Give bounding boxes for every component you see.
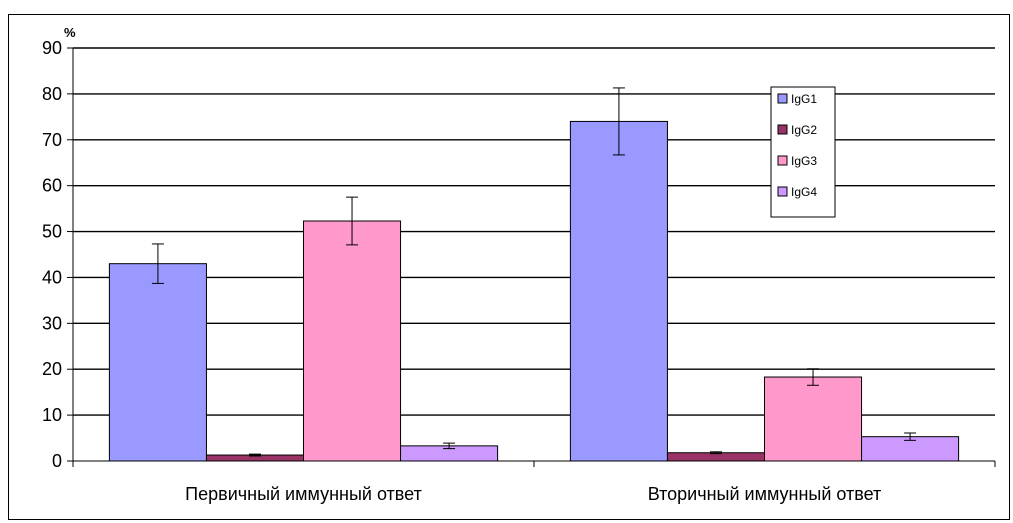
y-tick-label: 40: [42, 267, 62, 287]
y-tick-label: 70: [42, 130, 62, 150]
y-tick-label: 60: [42, 176, 62, 196]
bar-igg3: [764, 376, 863, 462]
x-category-label: Первичный иммунный ответ: [185, 484, 422, 504]
legend-label: IgG1: [791, 92, 817, 106]
legend-label: IgG4: [791, 185, 817, 199]
legend-swatch-igg1: [777, 93, 788, 104]
error-bars: [151, 87, 917, 457]
gridlines: [73, 47, 995, 416]
y-tick-label: 90: [42, 38, 62, 58]
y-tick-label: 30: [42, 313, 62, 333]
y-axis-unit-label: %: [64, 25, 76, 40]
y-tick-label: 0: [52, 451, 62, 471]
chart-frame: [8, 14, 1010, 520]
axes: [72, 48, 996, 467]
bar-igg3: [303, 220, 402, 462]
y-tick-label: 80: [42, 84, 62, 104]
bar-igg1: [569, 120, 668, 462]
legend-label: IgG3: [791, 154, 817, 168]
legend-swatch-igg4: [777, 186, 788, 197]
legend-swatch-igg3: [777, 155, 788, 166]
y-tick-label: 20: [42, 359, 62, 379]
legend-label: IgG2: [791, 123, 817, 137]
bars: [108, 120, 960, 462]
y-tick-label: 10: [42, 405, 62, 425]
y-axis-ticks: 0 10 20 30 40 50 60 70 80 90: [42, 38, 73, 471]
x-axis-category-labels: Первичный иммунный ответ Вторичный иммунн…: [185, 484, 881, 504]
y-tick-label: 50: [42, 222, 62, 242]
legend: IgG1 IgG2 IgG3 IgG4: [770, 86, 836, 218]
x-category-label: Вторичный иммунный ответ: [648, 484, 882, 504]
bar-igg1: [108, 263, 207, 462]
legend-swatch-igg2: [777, 124, 788, 135]
